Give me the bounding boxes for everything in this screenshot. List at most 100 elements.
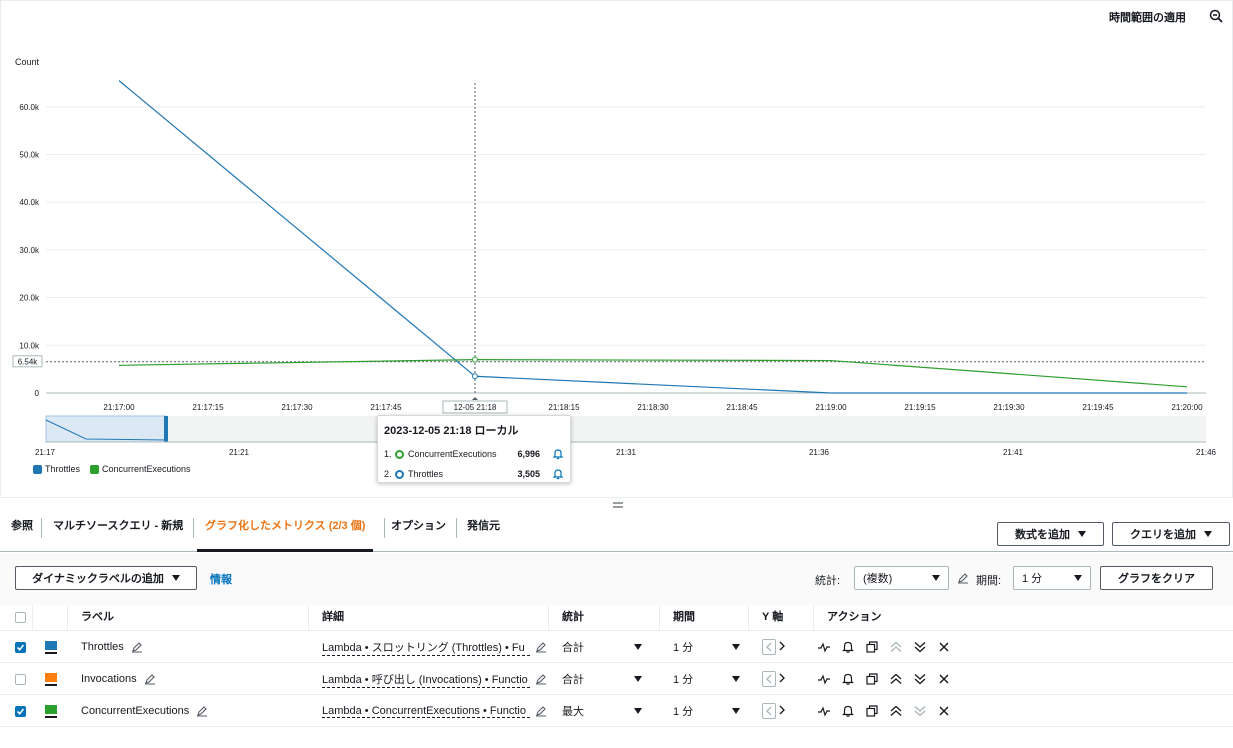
metrics-tabs: 参照 マルチソースクエリ - 新規 グラフ化したメトリクス (2/3 個) オプ…: [0, 510, 1233, 552]
move-up-icon[interactable]: [889, 704, 903, 718]
row-checkbox[interactable]: [15, 705, 26, 717]
table-row: ConcurrentExecutions Lambda • Concurrent…: [0, 695, 1233, 727]
metric-label[interactable]: ConcurrentExecutions: [81, 705, 190, 717]
alarm-bell-icon[interactable]: [841, 704, 855, 718]
edit-pencil-icon[interactable]: [130, 640, 144, 654]
panel-resize-handle[interactable]: [612, 501, 624, 509]
y-tick-label: 40.0k: [19, 198, 40, 207]
remove-icon[interactable]: [937, 672, 951, 686]
tooltip-value: 3,505: [517, 469, 540, 479]
statistic-select[interactable]: 合計: [562, 663, 642, 695]
legend-item-throttles[interactable]: Throttles: [33, 464, 80, 474]
y-tick-label: 50.0k: [19, 151, 40, 160]
add-dynamic-label-button[interactable]: ダイナミックラベルの追加: [15, 566, 197, 590]
legend-item-concurrent-executions[interactable]: ConcurrentExecutions: [90, 464, 191, 474]
period-row-select[interactable]: 1 分: [673, 695, 740, 727]
statistic-value: 合計: [562, 642, 584, 654]
edit-pencil-icon[interactable]: [957, 572, 969, 584]
move-up-icon[interactable]: [889, 640, 903, 654]
remove-icon[interactable]: [937, 704, 951, 718]
duplicate-icon[interactable]: [865, 640, 879, 654]
edit-pencil-icon[interactable]: [534, 672, 548, 686]
cursor-pointer: [472, 397, 478, 400]
tooltip-series-name: ConcurrentExecutions: [408, 449, 497, 459]
metric-details[interactable]: Lambda • ConcurrentExecutions • Functio: [322, 705, 530, 718]
tooltip-row: 2. Throttles 3,505: [384, 464, 564, 484]
period-row-select[interactable]: 1 分: [673, 631, 740, 663]
cursor-x-label: 12-05 21:18: [454, 403, 497, 412]
metric-details[interactable]: Lambda • スロットリング (Throttles) • Fu: [322, 639, 530, 656]
column-header-y-axis[interactable]: Y 軸: [762, 611, 784, 623]
y-axis-right-button[interactable]: [778, 673, 786, 686]
y-axis-left-button[interactable]: [762, 671, 776, 687]
alarm-bell-icon[interactable]: [552, 448, 564, 460]
metric-math-icon[interactable]: [817, 672, 831, 686]
metric-label[interactable]: Throttles: [81, 641, 124, 653]
series-line-throttles: [118, 80, 1187, 394]
y-axis-right-button[interactable]: [778, 641, 786, 654]
table-row: Throttles Lambda • スロットリング (Throttles) •…: [0, 631, 1233, 663]
tab-multi-source-query[interactable]: マルチソースクエリ - 新規: [53, 520, 184, 532]
caret-down-icon: [1074, 575, 1082, 581]
caret-down-icon: [634, 676, 642, 682]
row-checkbox[interactable]: [15, 641, 26, 653]
tab-options[interactable]: オプション: [391, 520, 446, 532]
duplicate-icon[interactable]: [865, 672, 879, 686]
x-tick-label: 21:18:15: [548, 403, 580, 412]
alarm-bell-icon[interactable]: [841, 640, 855, 654]
statistic-select[interactable]: 最大: [562, 695, 642, 727]
duplicate-icon[interactable]: [865, 704, 879, 718]
period-select[interactable]: 1 分: [1013, 566, 1091, 590]
clear-graph-button[interactable]: グラフをクリア: [1100, 566, 1213, 590]
metric-math-icon[interactable]: [817, 704, 831, 718]
statistic-select[interactable]: 合計: [562, 631, 642, 663]
y-axis-left-button[interactable]: [762, 703, 776, 719]
column-header-label[interactable]: ラベル: [81, 611, 114, 623]
overview-series-line: [45, 419, 167, 441]
column-header-details[interactable]: 詳細: [322, 611, 344, 623]
caret-down-icon: [732, 644, 740, 650]
edit-pencil-icon[interactable]: [195, 704, 209, 718]
move-down-icon[interactable]: [913, 672, 927, 686]
row-checkbox[interactable]: [15, 673, 26, 685]
alarm-bell-icon[interactable]: [552, 468, 564, 480]
y-axis-right-button[interactable]: [778, 705, 786, 718]
x-tick-label: 21:19:45: [1082, 403, 1114, 412]
edit-pencil-icon[interactable]: [534, 704, 548, 718]
y-axis-left-button[interactable]: [762, 639, 776, 655]
remove-icon[interactable]: [937, 640, 951, 654]
tab-graphed-metrics[interactable]: グラフ化したメトリクス (2/3 個): [197, 510, 374, 552]
apply-time-range-link[interactable]: 時間範囲の適用: [1109, 12, 1186, 24]
column-header-statistic[interactable]: 統計: [562, 611, 584, 623]
select-all-checkbox[interactable]: [15, 612, 26, 623]
move-up-icon[interactable]: [889, 672, 903, 686]
add-query-button[interactable]: クエリを追加: [1112, 522, 1230, 546]
chevron-left-icon: [766, 674, 772, 684]
zoom-out-icon[interactable]: [1208, 8, 1224, 24]
add-math-button[interactable]: 数式を追加: [997, 522, 1104, 546]
edit-pencil-icon[interactable]: [143, 672, 157, 686]
series-color-picker[interactable]: [45, 672, 57, 686]
series-line-concurrentexecutions: [118, 359, 1188, 388]
column-header-actions[interactable]: アクション: [827, 611, 882, 623]
metric-details[interactable]: Lambda • 呼び出し (Invocations) • Functio: [322, 671, 530, 688]
move-down-icon[interactable]: [913, 704, 927, 718]
series-color-picker[interactable]: [45, 640, 57, 654]
info-link[interactable]: 情報: [210, 574, 232, 586]
stat-select[interactable]: (複数): [854, 566, 949, 590]
column-header-period[interactable]: 期間: [673, 611, 695, 623]
check-icon: [16, 707, 25, 715]
y-tick-label: 30.0k: [19, 246, 40, 255]
cursor-y-label-box: [12, 355, 43, 368]
edit-pencil-icon[interactable]: [534, 640, 548, 654]
alarm-bell-icon[interactable]: [841, 672, 855, 686]
move-down-icon[interactable]: [913, 640, 927, 654]
chevron-right-icon: [779, 705, 785, 714]
legend-label: ConcurrentExecutions: [102, 464, 191, 474]
metric-label[interactable]: Invocations: [81, 673, 137, 685]
tab-source[interactable]: 発信元: [467, 520, 500, 532]
metric-math-icon[interactable]: [817, 640, 831, 654]
series-color-picker[interactable]: [45, 704, 57, 718]
tab-browse[interactable]: 参照: [11, 520, 33, 532]
period-row-select[interactable]: 1 分: [673, 663, 740, 695]
